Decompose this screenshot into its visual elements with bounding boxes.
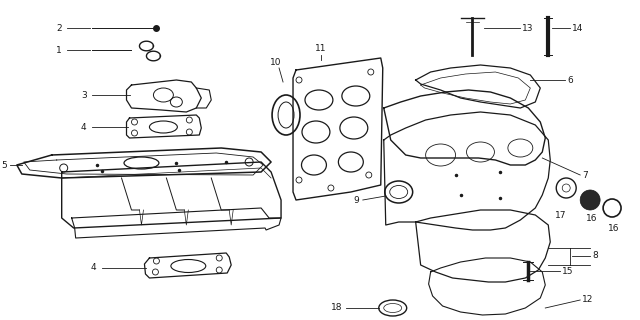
Text: 12: 12 bbox=[582, 295, 593, 305]
Text: 16: 16 bbox=[586, 213, 598, 222]
Text: 1: 1 bbox=[56, 45, 61, 54]
Text: 9: 9 bbox=[353, 196, 359, 204]
Text: 17: 17 bbox=[554, 211, 566, 220]
Text: 14: 14 bbox=[572, 23, 584, 33]
Text: 8: 8 bbox=[592, 252, 598, 260]
Text: 7: 7 bbox=[582, 171, 588, 180]
Circle shape bbox=[580, 190, 600, 210]
Text: 18: 18 bbox=[332, 303, 343, 313]
Text: 10: 10 bbox=[270, 58, 282, 67]
Text: 4: 4 bbox=[91, 263, 97, 273]
Text: 15: 15 bbox=[562, 267, 573, 276]
Text: 5: 5 bbox=[1, 161, 7, 170]
Text: 3: 3 bbox=[81, 91, 86, 100]
Text: 6: 6 bbox=[567, 76, 573, 84]
Text: 11: 11 bbox=[315, 44, 326, 52]
Text: 2: 2 bbox=[56, 23, 61, 33]
Text: 4: 4 bbox=[81, 123, 86, 132]
Text: 16: 16 bbox=[609, 223, 620, 233]
Text: 13: 13 bbox=[522, 23, 534, 33]
